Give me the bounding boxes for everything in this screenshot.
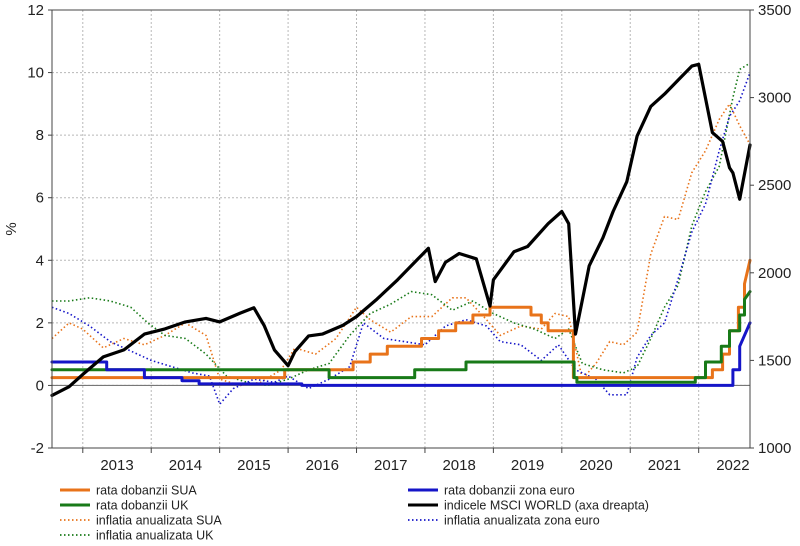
x-tick-label: 2014	[169, 457, 202, 474]
legend-label: rata dobanzii UK	[96, 499, 189, 513]
legend-label: inflatia anualizata UK	[96, 529, 214, 543]
right-tick-label: 1500	[758, 352, 791, 369]
right-tick-label: 3000	[758, 90, 791, 107]
series-line-5	[51, 72, 751, 406]
series-line-2	[50, 321, 752, 387]
x-tick-label: 2021	[648, 457, 681, 474]
y-axis-label: %	[3, 222, 20, 235]
legend: rata dobanzii SUA rata dobanzii zona euro…	[60, 484, 649, 543]
series-line-4	[52, 62, 751, 387]
left-tick-label: 0	[36, 377, 44, 394]
x-tick-label: 2020	[579, 457, 612, 474]
right-tick-label: 3500	[758, 2, 791, 19]
left-tick-label: 10	[27, 65, 44, 82]
x-tick-label: 2016	[306, 457, 339, 474]
series-layer	[50, 62, 752, 406]
right-tick-label: 2500	[758, 177, 791, 194]
left-tick-label: 12	[27, 2, 44, 19]
x-tick-label: 2019	[511, 457, 544, 474]
legend-label: rata dobanzii zona euro	[444, 484, 575, 498]
right-tick-label: 2000	[758, 265, 791, 282]
series-line-1	[50, 290, 752, 384]
gridlines	[52, 9, 750, 449]
left-tick-label: 2	[36, 315, 44, 332]
x-tick-label: 2015	[237, 457, 270, 474]
right-tick-label: 1000	[758, 440, 791, 457]
legend-label: rata dobanzii SUA	[96, 484, 197, 498]
left-tick-label: 8	[36, 127, 44, 144]
left-tick-label: 4	[36, 252, 44, 269]
x-tick-label: 2017	[374, 457, 407, 474]
series-line-3	[51, 103, 751, 387]
x-tick-label: 2013	[100, 457, 133, 474]
legend-label: inflatia anualizata zona euro	[444, 514, 600, 528]
x-tick-label: 2018	[442, 457, 475, 474]
left-tick-label: 6	[36, 190, 44, 207]
legend-label: indicele MSCI WORLD (axa dreapta)	[444, 499, 649, 513]
series-line-0	[50, 258, 752, 380]
x-tick-label: 2022	[716, 457, 749, 474]
legend-label: inflatia anualizata SUA	[96, 514, 222, 528]
x-axis: 2013 2014 2015 2016 2017 2018 2019 2020 2021 2022	[82, 448, 750, 474]
right-axis: 1000 1500 2000 2500 3000 3500	[750, 2, 791, 457]
plot-frame	[51, 9, 751, 449]
left-tick-label: -2	[31, 440, 44, 457]
left-axis: -2 0 2 4 6 8 10 12	[27, 2, 52, 457]
series-line-6	[50, 62, 752, 397]
